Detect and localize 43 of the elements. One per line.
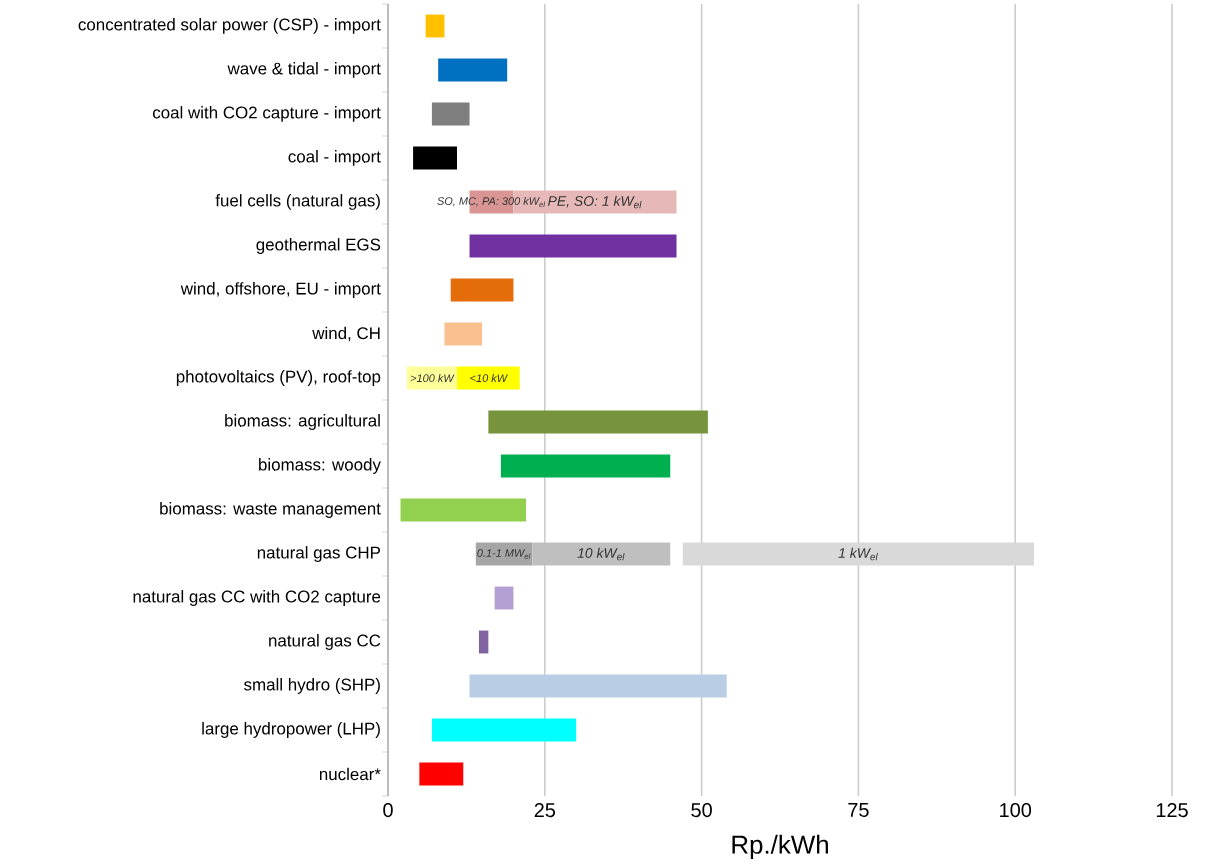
- y-tick-label: biomass: waste management: [160, 502, 381, 518]
- bar: [419, 762, 464, 786]
- bar: [450, 278, 514, 302]
- bar: [425, 14, 445, 38]
- y-tick-label: concentrated solar power (CSP) - import: [78, 18, 381, 34]
- x-axis-title: Rp./kWh: [732, 834, 828, 859]
- x-tick-label: 50: [691, 803, 712, 818]
- y-tick-label: wind, CH: [312, 326, 380, 342]
- y-tick-label: coal - import: [288, 150, 381, 166]
- bar: [494, 586, 514, 610]
- bar: [469, 674, 727, 698]
- y-tick-label: wind, offshore, EU - import: [180, 282, 381, 298]
- bar: [444, 322, 483, 346]
- x-tick-label: 75: [848, 803, 869, 817]
- y-tick-label: photovoltaics (PV), roof-top: [176, 370, 381, 386]
- bar: [438, 58, 508, 82]
- x-tick-label: 0: [383, 803, 393, 818]
- y-tick-label: wave & tidal - import: [227, 62, 381, 78]
- y-tick-label: biomass: woody: [259, 458, 381, 474]
- bar: [682, 542, 1035, 566]
- bar: [431, 718, 577, 742]
- y-tick-label: nuclear*: [319, 767, 381, 781]
- y-tick-label: geothermal EGS: [256, 238, 381, 254]
- y-tick-label: fuel cells (natural gas): [215, 194, 380, 210]
- y-tick-label: large hydropower (LHP): [202, 722, 380, 738]
- y-tick-label: biomass: agricultural: [225, 414, 380, 430]
- bar: [400, 498, 526, 522]
- bar: [413, 146, 457, 170]
- bar: [478, 630, 489, 654]
- y-tick-label: natural gas CC: [269, 634, 381, 650]
- x-tick-label: 25: [534, 803, 556, 818]
- bar: [469, 234, 677, 258]
- x-tick-label: 125: [1156, 803, 1188, 818]
- y-tick-label: coal with CO2 capture - import: [152, 106, 381, 122]
- bar: [532, 542, 671, 566]
- y-tick-label: small hydro (SHP): [244, 678, 380, 694]
- bar: [488, 410, 708, 434]
- x-tick-label: 100: [1000, 803, 1032, 818]
- bar: [431, 102, 470, 126]
- y-tick-label: natural gas CHP: [257, 546, 381, 562]
- y-tick-label: natural gas CC with CO2 capture: [133, 590, 381, 606]
- bar: [456, 366, 520, 390]
- bar: [500, 454, 671, 478]
